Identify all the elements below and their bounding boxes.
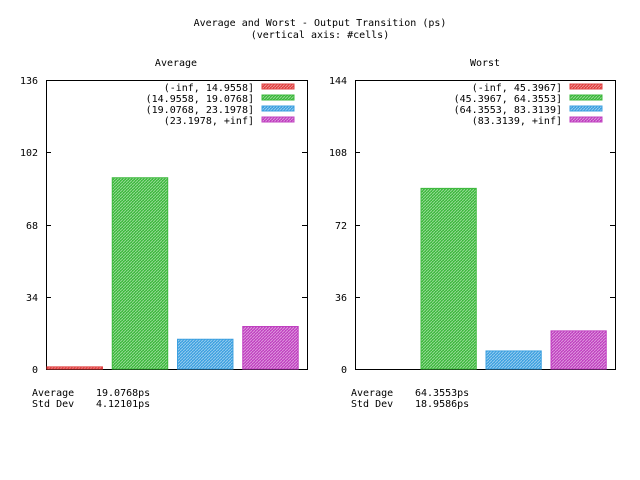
worst-legend-label: (64.3553, 83.3139]: [454, 105, 562, 116]
average-stat-value-1: 4.12101ps: [96, 399, 151, 410]
average-bar: [46, 366, 103, 370]
average-ytick-label: 68: [26, 221, 38, 232]
worst-ytick-label: 72: [335, 221, 347, 232]
worst-stat-label-0: Average: [351, 388, 394, 399]
average-stat-label-0: Average: [32, 388, 75, 399]
worst-legend-label: (83.3139, +inf]: [472, 116, 562, 127]
average-legend-label: (-inf, 14.9558]: [164, 83, 254, 94]
average-panel-title: Average: [154, 58, 198, 69]
worst-panel-title: Worst: [469, 58, 501, 69]
worst-ytick-label: 144: [329, 76, 347, 87]
figure-subtitle: (vertical axis: #cells): [250, 30, 390, 41]
figure-title: Average and Worst - Output Transition (p…: [193, 18, 447, 29]
average-bar: [242, 326, 299, 370]
worst-ytick-label: 36: [335, 293, 347, 304]
worst-stat-value-0: 64.3553ps: [415, 388, 470, 399]
worst-stat-label-1: Std Dev: [351, 399, 394, 410]
average-ytick-label: 102: [20, 148, 38, 159]
average-ytick-label: 0: [32, 365, 38, 376]
average-stat-label-1: Std Dev: [32, 399, 75, 410]
average-ytick-label: 136: [20, 76, 38, 87]
worst-legend-swatch: [569, 116, 603, 123]
worst-legend-label: (-inf, 45.3967]: [472, 83, 562, 94]
worst-legend-label: (45.3967, 64.3553]: [454, 94, 562, 105]
average-legend-swatch: [261, 83, 295, 90]
average-legend-swatch: [261, 94, 295, 101]
average-legend-label: (19.0768, 23.1978]: [146, 105, 254, 116]
average-bar: [111, 177, 169, 370]
average-legend-swatch: [261, 105, 295, 112]
average-legend-label: (14.9558, 19.0768]: [146, 94, 254, 105]
worst-ytick-label: 0: [341, 365, 347, 376]
average-stat-value-0: 19.0768ps: [96, 388, 151, 399]
worst-ytick-label: 108: [329, 148, 347, 159]
average-bar: [177, 338, 234, 370]
worst-stat-value-1: 18.9586ps: [415, 399, 470, 410]
worst-bar: [550, 330, 607, 370]
average-legend-label: (23.1978, +inf]: [164, 116, 254, 127]
worst-legend-swatch: [569, 94, 603, 101]
worst-bar: [420, 187, 477, 370]
average-ytick-label: 34: [26, 293, 38, 304]
worst-bar: [485, 350, 542, 370]
worst-legend-swatch: [569, 83, 603, 90]
worst-legend-swatch: [569, 105, 603, 112]
average-legend-swatch: [261, 116, 295, 123]
